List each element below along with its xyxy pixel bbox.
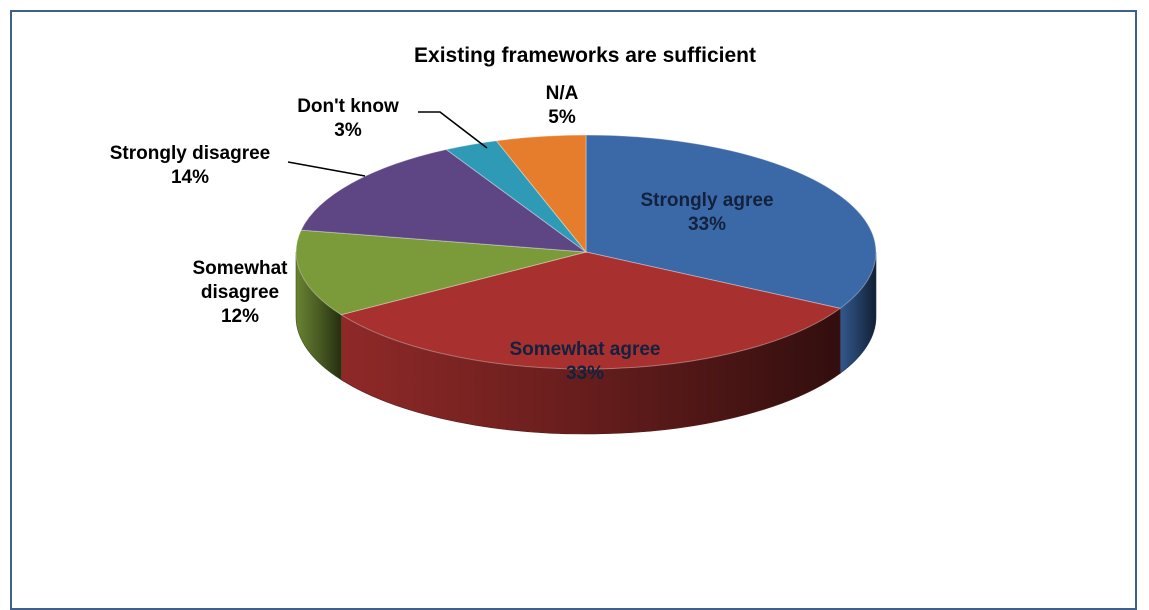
- pie-chart: Strongly agree 33% Somewhat agree 33% Somewh…: [110, 44, 877, 435]
- slice-label-somewhat-disagree-line-2: disagree: [201, 282, 279, 303]
- leader-line-strongly-disagree: [287, 161, 366, 177]
- slice-label-strongly-agree: Strongly agree: [640, 190, 773, 211]
- slice-label-don-t-know: Don't know: [297, 96, 399, 117]
- pie-sides: [295, 251, 877, 435]
- leader-line-don-t-know: [418, 111, 488, 149]
- slice-value-somewhat-agree: 33%: [566, 363, 604, 384]
- slice-value-strongly-disagree: 14%: [171, 167, 209, 188]
- chart-title: Existing frameworks are sufficient: [414, 44, 756, 67]
- slice-label-n-a: N/A: [546, 83, 579, 104]
- slice-value-don-t-know: 3%: [334, 120, 362, 141]
- slice-label-strongly-disagree: Strongly disagree: [110, 143, 271, 164]
- slice-value-somewhat-disagree: 12%: [221, 306, 259, 327]
- pie-tops: [295, 134, 877, 370]
- pie-slice-strongly-agree: [585, 134, 877, 309]
- pie-slice-strongly-disagree: [300, 148, 588, 253]
- leader-lines: [287, 111, 488, 177]
- slice-value-strongly-agree: 33%: [688, 214, 726, 235]
- pie-slice-don-t-know: [445, 140, 587, 253]
- slice-label-somewhat-disagree-line-1: Somewhat: [192, 258, 288, 279]
- pie-slice-n-a: [495, 134, 587, 254]
- slice-value-n-a: 5%: [548, 107, 576, 128]
- pie-slice-somewhat-disagree: [295, 229, 587, 316]
- slice-label-somewhat-agree: Somewhat agree: [510, 339, 661, 360]
- slice-labels: Strongly agree 33% Somewhat agree 33% Somewh…: [110, 83, 774, 384]
- pie-slice-somewhat-agree: [339, 251, 842, 370]
